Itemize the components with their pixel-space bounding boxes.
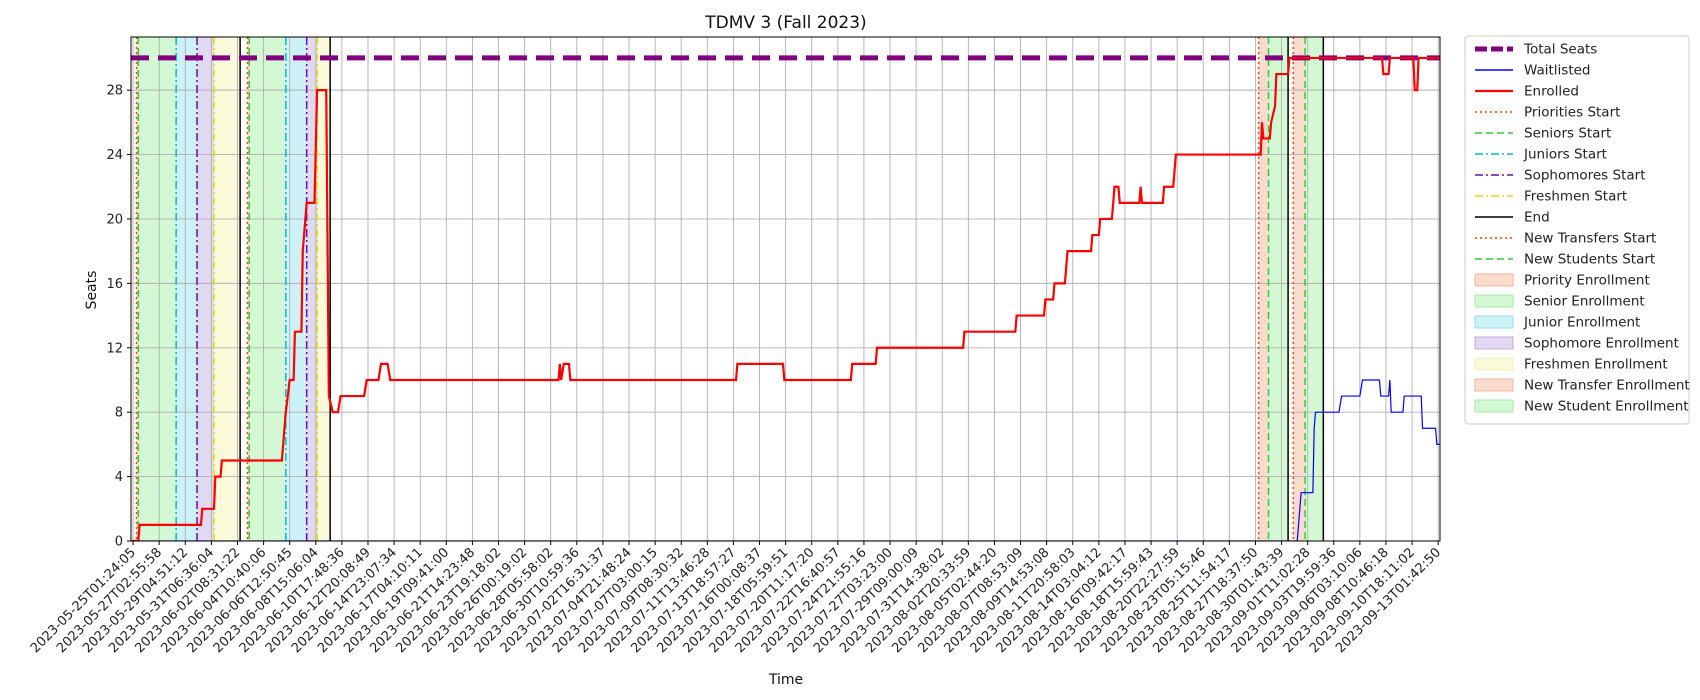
legend-item: Enrolled [1475, 84, 1579, 100]
legend-item: Freshmen Enrollment [1474, 357, 1668, 373]
legend-label: Sophomore Enrollment [1524, 336, 1679, 352]
legend-item: Seniors Start [1475, 126, 1611, 142]
x-axis-label: Time [768, 672, 803, 688]
shaded-region [285, 37, 307, 541]
legend-swatch [1474, 336, 1514, 350]
chart-title: TDMV 3 (Fall 2023) [704, 13, 866, 33]
legend-label: Priorities Start [1524, 105, 1620, 121]
shaded-region [197, 37, 215, 541]
legend-item: Sophomore Enrollment [1474, 336, 1679, 352]
shaded-region [1305, 37, 1324, 541]
legend-item: Juniors Start [1475, 147, 1607, 163]
series-enrolled [131, 56, 1440, 541]
legend-item: New Students Start [1475, 252, 1655, 268]
legend-item: Waitlisted [1475, 63, 1591, 79]
series-layer [131, 55, 1440, 541]
plot-area: 0 4 8 12 16 20 24 28 2023-05-25T01:24:052023-05-… [28, 36, 1444, 656]
legend-label: New Student Enrollment [1524, 399, 1689, 415]
legend-label: Freshmen Enrollment [1524, 357, 1668, 373]
legend-item: Junior Enrollment [1474, 315, 1640, 331]
legend-item: New Transfers Start [1475, 231, 1656, 247]
legend-swatch [1474, 357, 1514, 371]
shaded-region [176, 37, 198, 541]
legend-label: Waitlisted [1524, 63, 1591, 79]
shaded-region [1268, 37, 1289, 541]
legend-item: Priorities Start [1475, 105, 1620, 121]
vertical-markers [135, 37, 1325, 541]
y-tick-label: 24 [106, 148, 123, 163]
y-tick-label: 20 [106, 212, 123, 227]
y-tick-label: 8 [115, 406, 123, 421]
legend-swatch [1474, 294, 1514, 308]
shaded-region [1258, 37, 1269, 541]
legend-swatch [1474, 378, 1514, 392]
legend-item: Priority Enrollment [1474, 273, 1650, 289]
shaded-region [247, 37, 250, 541]
legend-item: End [1475, 210, 1550, 226]
legend-label: End [1524, 210, 1550, 226]
legend-item: Senior Enrollment [1474, 294, 1645, 310]
legend-item: Freshmen Start [1475, 189, 1627, 205]
y-tick-label: 12 [106, 341, 123, 356]
series-waitlisted [131, 379, 1440, 541]
legend-label: New Students Start [1524, 252, 1655, 268]
legend-label: Seniors Start [1524, 126, 1611, 142]
grid [131, 37, 1440, 542]
x-ticks: 2023-05-25T01:24:052023-05-27T02:55:5820… [28, 541, 1444, 656]
legend-swatch [1474, 399, 1514, 413]
legend-label: Junior Enrollment [1523, 315, 1640, 331]
shaded-regions [136, 37, 1324, 541]
legend-label: Sophomores Start [1524, 168, 1646, 184]
shaded-region [306, 37, 318, 541]
y-tick-label: 16 [106, 277, 123, 292]
shaded-region [1293, 37, 1306, 541]
legend-swatch [1474, 273, 1514, 287]
y-tick-label: 4 [115, 470, 123, 485]
legend-item: Total Seats [1475, 42, 1597, 58]
shaded-region [249, 37, 286, 541]
legend-item: Sophomores Start [1475, 168, 1646, 184]
legend-label: Freshmen Start [1524, 189, 1627, 205]
legend-label: Priority Enrollment [1524, 273, 1650, 289]
legend: Total Seats Waitlisted Enrolled Priorities … [1464, 35, 1690, 425]
legend-swatch [1474, 315, 1514, 329]
legend-label: New Transfers Start [1524, 231, 1656, 247]
shaded-region [214, 37, 241, 541]
y-tick-label: 0 [115, 535, 123, 550]
y-tick-label: 28 [106, 84, 123, 99]
shaded-region [136, 37, 139, 541]
legend-box [1464, 35, 1690, 425]
legend-label: Juniors Start [1523, 147, 1607, 163]
y-ticks: 0 4 8 12 16 20 24 28 [106, 84, 131, 550]
legend-label: New Transfer Enrollment [1524, 378, 1690, 394]
y-axis-label: Seats [84, 271, 100, 310]
shaded-region [138, 37, 177, 541]
legend-label: Senior Enrollment [1524, 294, 1645, 310]
legend-item: New Transfer Enrollment [1474, 378, 1690, 394]
legend-item: New Student Enrollment [1474, 399, 1689, 415]
legend-label: Total Seats [1523, 42, 1597, 58]
legend-label: Enrolled [1524, 84, 1579, 100]
